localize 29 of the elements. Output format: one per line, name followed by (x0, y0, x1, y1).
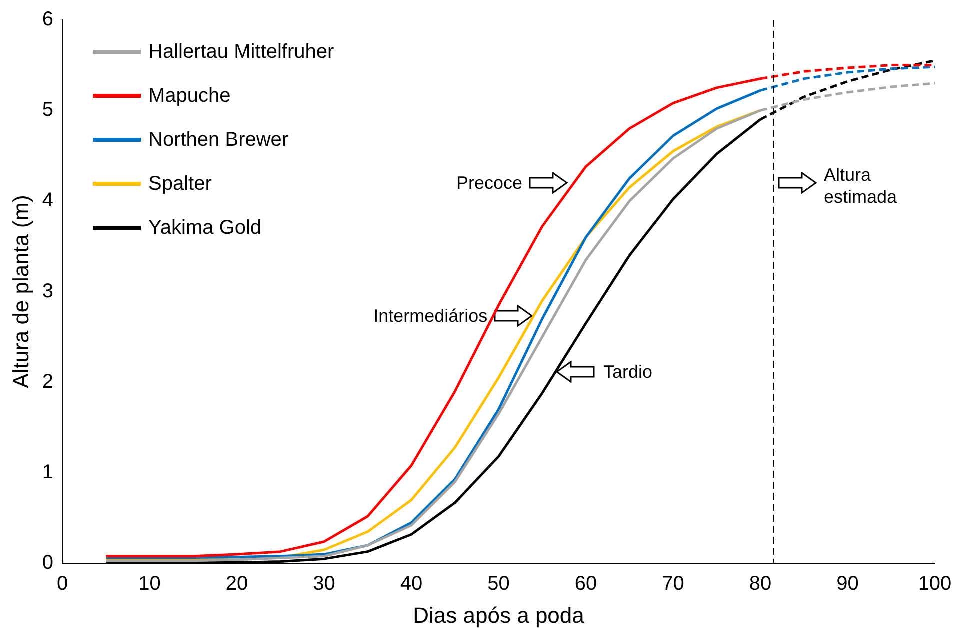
x-tick-label: 90 (836, 573, 859, 596)
x-tick-label: 70 (662, 573, 684, 596)
y-tick-label: 0 (42, 552, 54, 574)
legend-label: Hallertau Mittelfruher (148, 40, 334, 64)
y-tick-label: 1 (42, 462, 54, 484)
y-tick-label: 4 (42, 190, 54, 212)
x-tick-label: 40 (400, 573, 423, 596)
annotation: Intermediários (374, 305, 488, 328)
y-tick-label: 3 (42, 280, 54, 302)
legend-label: Mapuche (148, 84, 231, 108)
x-tick-label: 30 (313, 573, 336, 596)
x-tick-label: 50 (488, 573, 510, 596)
legend-label: Spalter (148, 172, 212, 196)
annotation: Tardio (603, 361, 652, 384)
y-tick-label: 5 (42, 99, 54, 122)
x-tick-label: 100 (918, 573, 952, 596)
x-tick-label: 80 (749, 573, 772, 596)
x-tick-label: 0 (56, 573, 68, 596)
y-tick-label: 2 (42, 370, 54, 393)
annotation: Precoce (456, 172, 523, 194)
legend-label: Yakima Gold (148, 216, 262, 240)
annotation: Altura estimada (824, 164, 898, 208)
x-tick-label: 20 (226, 573, 248, 596)
y-axis-title: Altura de planta (m) (8, 195, 34, 388)
x-axis-title: Dias após a poda (413, 602, 586, 628)
x-tick-label: 10 (138, 573, 161, 596)
legend-label: Northen Brewer (148, 128, 289, 152)
y-tick-label: 6 (42, 8, 54, 31)
x-tick-label: 60 (574, 573, 598, 596)
